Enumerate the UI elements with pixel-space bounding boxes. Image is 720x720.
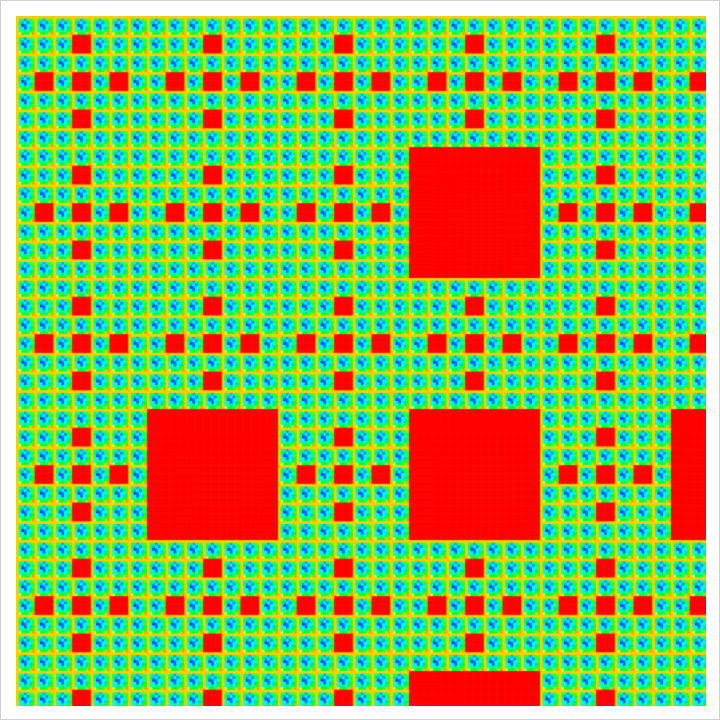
fractal-image [16,16,706,706]
